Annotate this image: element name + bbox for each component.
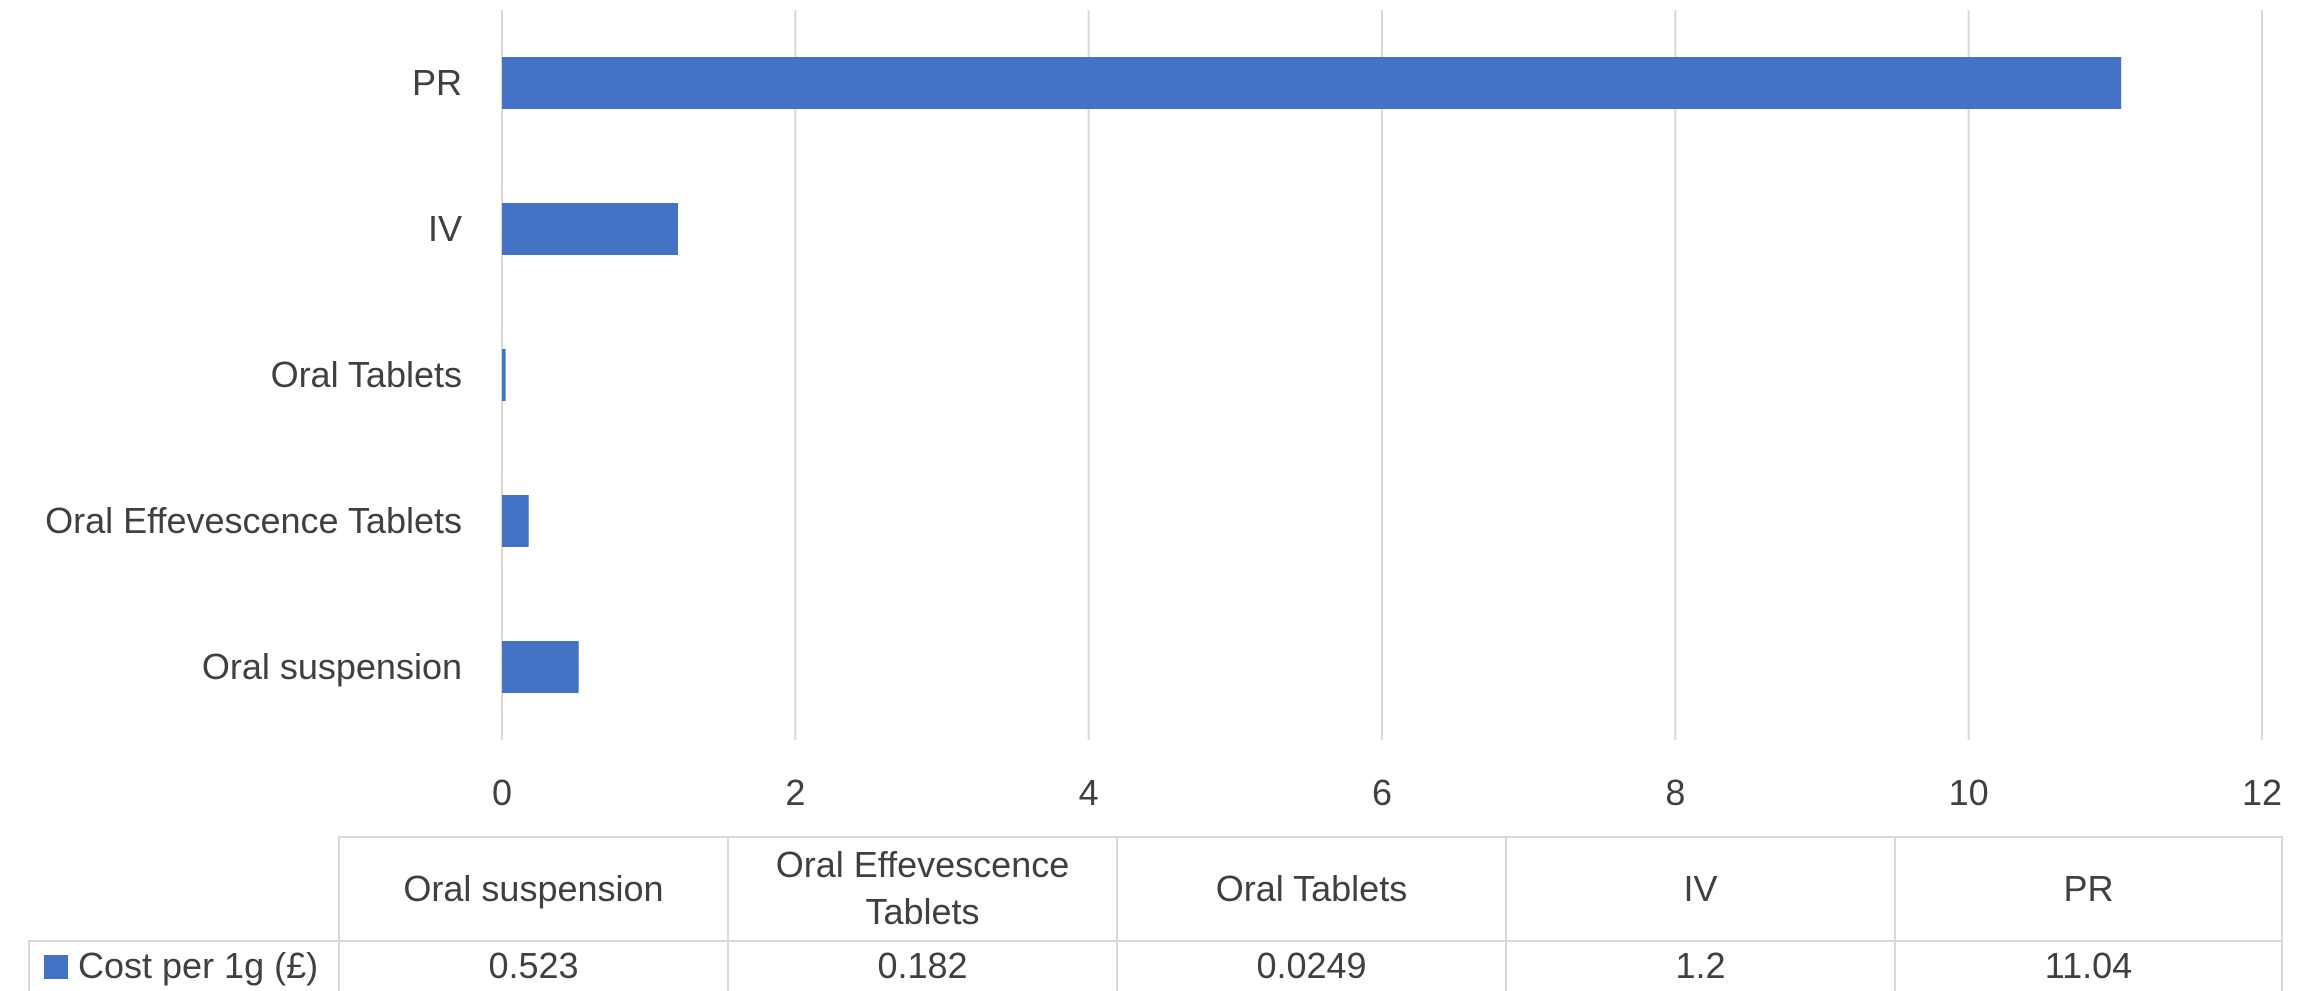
bar	[502, 641, 579, 693]
category-label: Oral Effevescence Tablets	[45, 500, 462, 541]
bar	[502, 203, 678, 255]
category-labels: Oral suspension Oral Effevescence Tablets…	[45, 62, 462, 687]
bar	[502, 349, 506, 401]
bar	[502, 495, 529, 547]
x-tick-label: 12	[2242, 772, 2282, 813]
x-tick-label: 10	[1949, 772, 1989, 813]
x-tick-labels: 0 2 4 6 8 10 12	[492, 772, 2282, 813]
bar	[502, 57, 2122, 109]
x-tick-label: 0	[492, 772, 512, 813]
x-tick-label: 8	[1665, 772, 1685, 813]
bars	[502, 57, 2122, 693]
category-label: Oral Tablets	[271, 354, 462, 395]
category-label: PR	[412, 62, 462, 103]
category-label: IV	[428, 208, 462, 249]
x-tick-label: 6	[1372, 772, 1392, 813]
x-tick-label: 2	[785, 772, 805, 813]
category-label: Oral suspension	[202, 646, 462, 687]
gridlines	[501, 10, 2263, 740]
x-tick-label: 4	[1079, 772, 1099, 813]
